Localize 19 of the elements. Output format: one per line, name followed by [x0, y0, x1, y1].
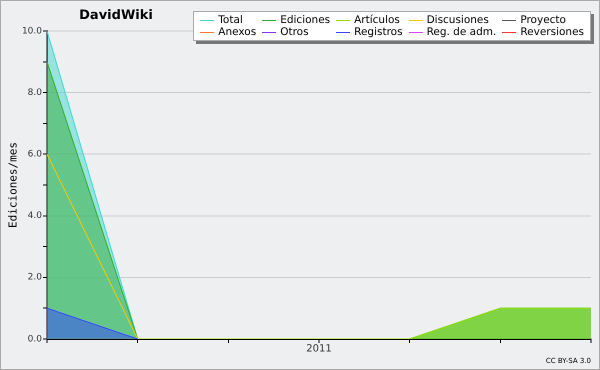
legend-label: Reversiones: [519, 26, 584, 38]
legend-label: Registros: [353, 26, 403, 38]
y-tick-label: 2.0: [28, 272, 42, 283]
y-tick-label: 10.0: [22, 26, 42, 36]
x-tick-label: 2011: [306, 344, 332, 355]
legend-label: Discusiones: [426, 14, 490, 26]
legend-label: Proyecto: [519, 14, 567, 26]
legend-label: Otros: [279, 26, 310, 38]
legend-label: Total: [217, 14, 244, 26]
y-axis-title: Ediciones/mes: [6, 142, 20, 228]
y-tick-label: 4.0: [28, 211, 42, 222]
chart-title: DavidWiki: [78, 8, 154, 23]
legend-label: Anexos: [217, 26, 256, 38]
y-tick-label: 0.0: [28, 334, 42, 344]
legend-label: Reg. de adm.: [426, 26, 496, 38]
y-tick-label: 6.0: [28, 150, 42, 160]
legend-label: Artículos: [353, 14, 401, 26]
legend-label: Ediciones: [279, 14, 330, 26]
y-tick-label: 8.0: [28, 88, 42, 98]
